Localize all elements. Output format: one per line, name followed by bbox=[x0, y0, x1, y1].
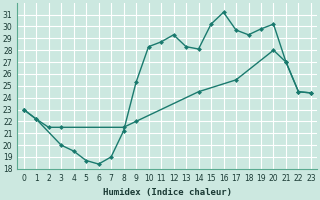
X-axis label: Humidex (Indice chaleur): Humidex (Indice chaleur) bbox=[103, 188, 232, 197]
